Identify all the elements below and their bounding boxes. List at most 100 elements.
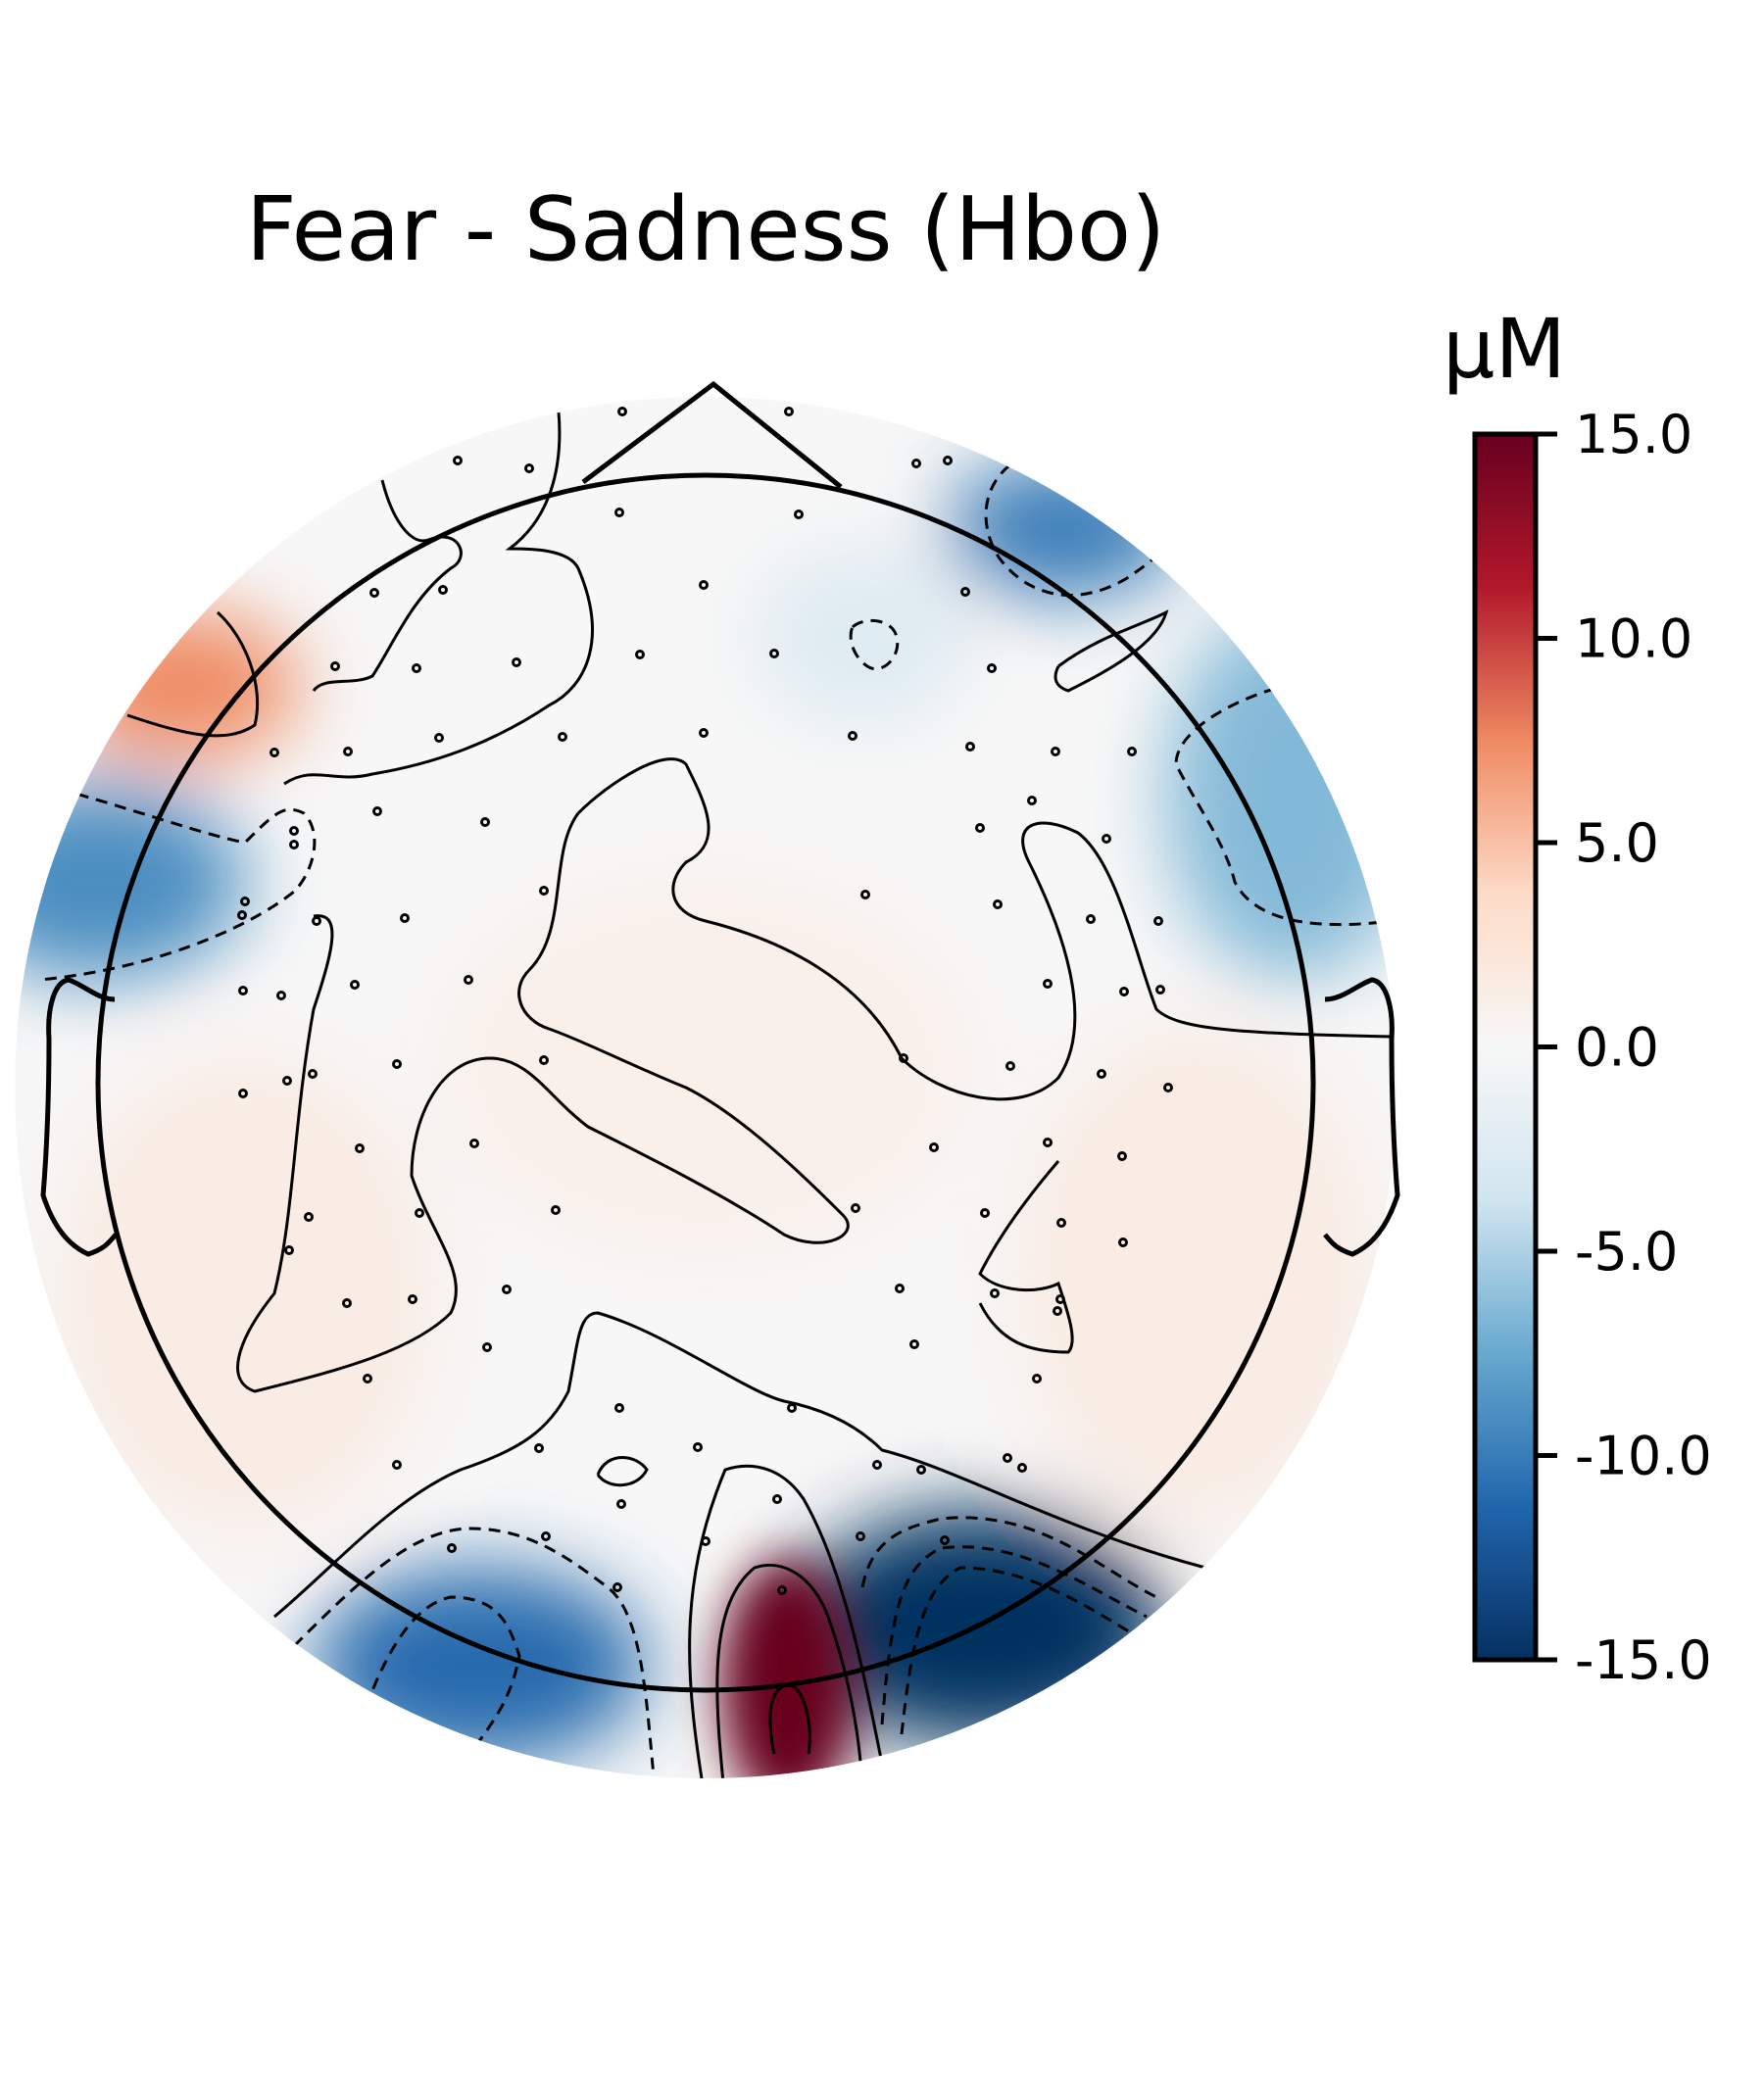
colorbar-tick-label: 15.0 [1575, 404, 1692, 465]
sensor-dot [1005, 1061, 1015, 1071]
sensor-dot [434, 733, 444, 743]
chart-title: Fear - Sadness (Hbo) [246, 178, 1165, 281]
sensor-dot [987, 663, 997, 673]
sensor-dot [1043, 1138, 1053, 1147]
region-right-frontal [946, 461, 1181, 598]
right-ear-icon [1323, 977, 1400, 1257]
sensor-dot [872, 1460, 882, 1470]
sensor-dot [524, 463, 534, 473]
sensor-dot [975, 823, 985, 833]
contour-frontal-top [283, 411, 594, 786]
sensor-dot [772, 1494, 782, 1504]
sensor-dot [993, 899, 1003, 909]
sensor-dot [916, 1465, 926, 1475]
sensor-markers [237, 407, 1173, 1595]
sensor-dot [1127, 747, 1137, 756]
sensor-dot [372, 806, 382, 816]
contour-lower [273, 1311, 1206, 1619]
sensor-dot [502, 1285, 512, 1294]
contour-central [236, 812, 850, 1393]
colorbar-tick-label: -5.0 [1575, 1221, 1678, 1283]
sensor-dot [480, 817, 490, 827]
contour-upper-left [312, 479, 463, 693]
sensor-dot [363, 1374, 372, 1383]
colorbar-ticks: 15.0 10.0 5.0 0.0 -5.0 -10.0 -15.0 [1536, 404, 1712, 1691]
head-outline [40, 380, 1400, 1693]
sensor-dot [270, 748, 279, 757]
sensor-dot [551, 1205, 561, 1215]
sensor-dot [1043, 979, 1053, 989]
colorbar-fill [1475, 434, 1536, 1660]
sensor-dot [943, 456, 953, 465]
sensor-dot [960, 587, 970, 597]
sensor-dot [369, 588, 379, 598]
sensor-dot [355, 1143, 365, 1153]
contour-left-frontal [126, 610, 260, 738]
sensor-dot [412, 663, 421, 673]
sensor-dot [1119, 987, 1129, 996]
colorbar-tick-label: 5.0 [1575, 812, 1659, 874]
sensor-dot [1027, 796, 1037, 805]
sensor-dot [1153, 916, 1163, 926]
sensor-dot [769, 649, 779, 658]
region-occipital-left [314, 1568, 647, 1764]
sensor-dot [312, 916, 321, 926]
contour-small-loop [596, 1456, 649, 1487]
left-ear-icon [40, 977, 118, 1257]
sensor-dot [1032, 1374, 1042, 1383]
contour-neg-occipital-right-outer [860, 1516, 1157, 1599]
sensor-dot [699, 728, 709, 738]
region-central [431, 872, 980, 1264]
sensor-dot [1003, 1453, 1012, 1463]
contour-occipital-outer [688, 1464, 884, 1778]
sensor-dot [237, 910, 247, 920]
sensor-dot [895, 1284, 905, 1293]
contour-neg-occipital-left-outer [292, 1527, 659, 1778]
scalp-map [15, 380, 1400, 1778]
sensor-dot [617, 407, 627, 416]
contour-neg-frontal-midline [849, 618, 900, 671]
sensor-dot [438, 585, 448, 595]
head-circle [95, 472, 1316, 1693]
contour-central-upper [576, 757, 1393, 1101]
sensor-dot [415, 1208, 424, 1218]
contour-right-frontal-small [1054, 609, 1169, 693]
sensor-dot [482, 1342, 492, 1352]
region-left-temporal [49, 1048, 441, 1538]
sensor-dot [1086, 914, 1096, 924]
sensor-dot [777, 1585, 787, 1595]
sensor-dot [238, 986, 248, 995]
colorbar-tick-label: 10.0 [1575, 608, 1692, 670]
sensor-dot [635, 650, 645, 659]
contour-right-temporal [978, 1160, 1074, 1354]
contour-occipital-mid [715, 1563, 864, 1778]
sensor-dot [1117, 1151, 1127, 1161]
colorbar-tick-label: -15.0 [1575, 1629, 1712, 1691]
sensor-dot [408, 1294, 417, 1304]
contour-neg-occipital-left-inner [351, 1595, 521, 1755]
sensor-dot [851, 1203, 860, 1213]
sensor-dot [990, 1288, 1000, 1298]
sensor-dot [238, 1089, 248, 1098]
sensor-dot [848, 731, 858, 741]
sensor-dot [1017, 1463, 1027, 1473]
sensor-dot [980, 1208, 990, 1218]
contour-neg-left-lateral [38, 782, 317, 982]
sensor-dot [464, 975, 473, 985]
sensor-dot [1163, 1083, 1173, 1092]
sensor-dot [1155, 985, 1165, 995]
colorbar-tick-label: -10.0 [1575, 1426, 1712, 1487]
region-frontal-midline [755, 549, 970, 725]
sensor-dot [612, 1582, 622, 1592]
sensor-dot [940, 1535, 950, 1545]
sensor-dot [469, 1139, 479, 1148]
sensor-dot [400, 913, 410, 923]
sensor-dot [1056, 1218, 1066, 1228]
nose-icon [581, 380, 843, 489]
sensor-dot [1055, 1294, 1065, 1304]
sensor-dot [276, 991, 286, 1000]
sensor-dot [308, 1069, 318, 1079]
sensor-dot [534, 1443, 544, 1453]
sensor-dot [899, 1053, 908, 1063]
